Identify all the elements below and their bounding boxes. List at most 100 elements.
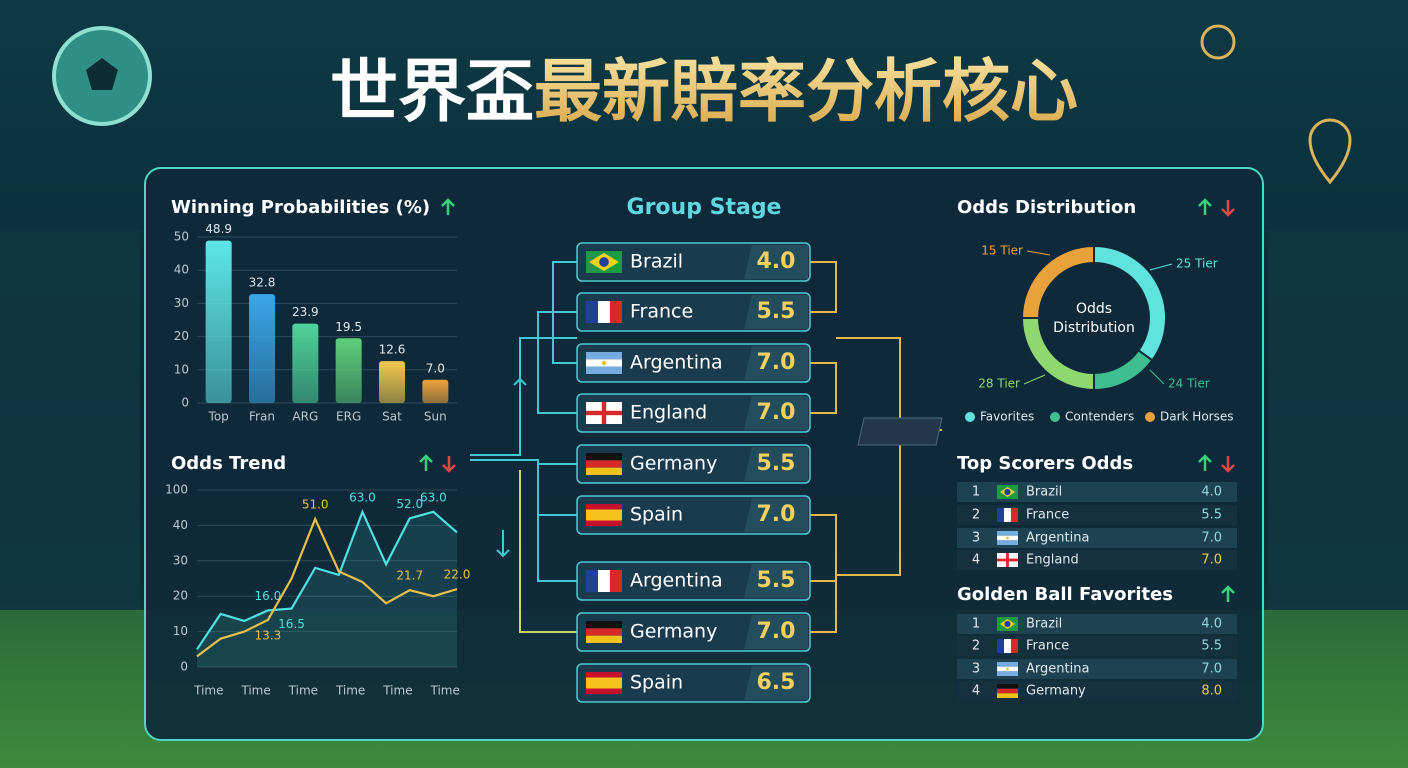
legend-label: Favorites: [980, 410, 1034, 424]
line-area: [197, 511, 457, 667]
odds-box: [744, 498, 808, 532]
y-tick-label: 0: [180, 660, 188, 674]
team-odds: 6.5: [757, 670, 796, 695]
flag-part: [586, 366, 622, 374]
rank: 2: [972, 508, 980, 523]
rank: 3: [972, 531, 980, 546]
bar-title: Winning Probabilities (%): [171, 197, 430, 218]
odds-box: [744, 346, 808, 380]
page-title: 世界盃最新賠率分析核心: [330, 53, 1078, 132]
y-tick-label: 0: [181, 396, 189, 410]
legend-swatch: [1050, 412, 1060, 422]
table-row: [957, 482, 1237, 502]
flag-part: [586, 352, 622, 360]
flag-part: [1004, 639, 1011, 653]
table-row: [957, 614, 1237, 634]
bar: [379, 361, 405, 403]
odds-box: [744, 666, 808, 700]
flag-part: [997, 662, 1018, 667]
team-odds: 5.5: [757, 451, 796, 476]
flag-part: [997, 671, 1018, 676]
flag-part: [586, 301, 598, 323]
x-tick-label: Time: [240, 684, 270, 698]
pie-title: Odds Distribution: [957, 197, 1136, 218]
connector: [537, 311, 577, 414]
y-tick-label: 30: [174, 296, 189, 310]
team-name: France: [630, 301, 693, 323]
rank: 3: [972, 662, 980, 677]
line: [196, 516, 458, 658]
center-label: Distribution: [1053, 320, 1135, 336]
legend-label: Contenders: [1065, 410, 1134, 424]
team-name: Germany: [630, 621, 717, 643]
team-odds: 7.0: [757, 619, 796, 644]
arrow-down: [1221, 200, 1235, 217]
line-title: Odds Trend: [171, 453, 286, 474]
odds: 7.0: [1201, 531, 1222, 546]
y-tick-label: 40: [173, 518, 188, 532]
bar: [249, 294, 275, 403]
odds: 5.5: [1201, 508, 1222, 523]
value-label: 7.0: [426, 361, 445, 375]
value-label: 21.7: [396, 569, 423, 583]
value-label: 51.0: [302, 497, 329, 511]
slice-label: 24 Tier: [1168, 377, 1210, 391]
x-tick-label: ERG: [336, 410, 361, 424]
value-label: 22.0: [444, 568, 471, 582]
flag-part: [586, 509, 622, 521]
player-name: France: [1026, 639, 1069, 654]
flag-part: [586, 688, 622, 694]
leader-line: [1149, 263, 1173, 271]
flag-part: [997, 684, 1018, 689]
team-name: Brazil: [630, 251, 683, 273]
connector: [519, 470, 577, 633]
team-name: Spain: [630, 672, 683, 694]
value-label: 13.3: [255, 628, 282, 642]
value-label: 63.0: [349, 490, 376, 504]
odds: 8.0: [1201, 684, 1222, 699]
team-odds: 5.5: [757, 568, 796, 593]
x-tick-label: Time: [429, 684, 459, 698]
team-odds: 4.0: [757, 249, 796, 274]
player-name: Brazil: [1026, 485, 1062, 500]
value-label: 48.9: [205, 222, 232, 236]
team-name: England: [630, 402, 707, 424]
flag-part: [598, 301, 610, 323]
flag-part: [997, 540, 1018, 545]
flag-part: [586, 460, 622, 468]
line: [196, 508, 458, 650]
value-label: 16.5: [278, 617, 305, 631]
value-label: 23.9: [292, 305, 319, 319]
donut-slice: [1020, 244, 1095, 319]
player-name: Argentina: [1026, 662, 1089, 677]
arrow-up: [1198, 454, 1212, 471]
flag-part: [586, 621, 622, 629]
x-tick-label: ARG: [292, 410, 318, 424]
odds-box: [744, 396, 808, 430]
x-tick-label: Time: [288, 684, 318, 698]
y-tick-label: 10: [173, 624, 188, 638]
arrow-up: [419, 454, 433, 471]
flag-part: [1004, 508, 1011, 522]
player-name: Argentina: [1026, 531, 1089, 546]
connector: [810, 581, 837, 633]
content: 0102030405048.9Top32.8Fran23.9ARG19.5ERG…: [165, 222, 1237, 703]
odds-box: [744, 447, 808, 481]
flag-part: [598, 570, 610, 592]
flag-part: [997, 693, 1018, 698]
team-name: Argentina: [630, 352, 723, 374]
value-label: 32.8: [249, 276, 276, 290]
table-row: [957, 681, 1237, 701]
team-name: Germany: [630, 453, 717, 475]
table-row: [957, 659, 1237, 679]
connector: [836, 337, 901, 576]
bar: [205, 240, 232, 403]
flag-part: [601, 360, 607, 366]
flag-part: [997, 558, 1018, 562]
flag-part: [1004, 620, 1011, 628]
y-tick-label: 20: [174, 329, 189, 343]
legend-swatch: [1145, 412, 1155, 422]
value-label: 63.0: [420, 490, 447, 504]
value-label: 52.0: [396, 497, 423, 511]
flag-part: [586, 467, 622, 475]
